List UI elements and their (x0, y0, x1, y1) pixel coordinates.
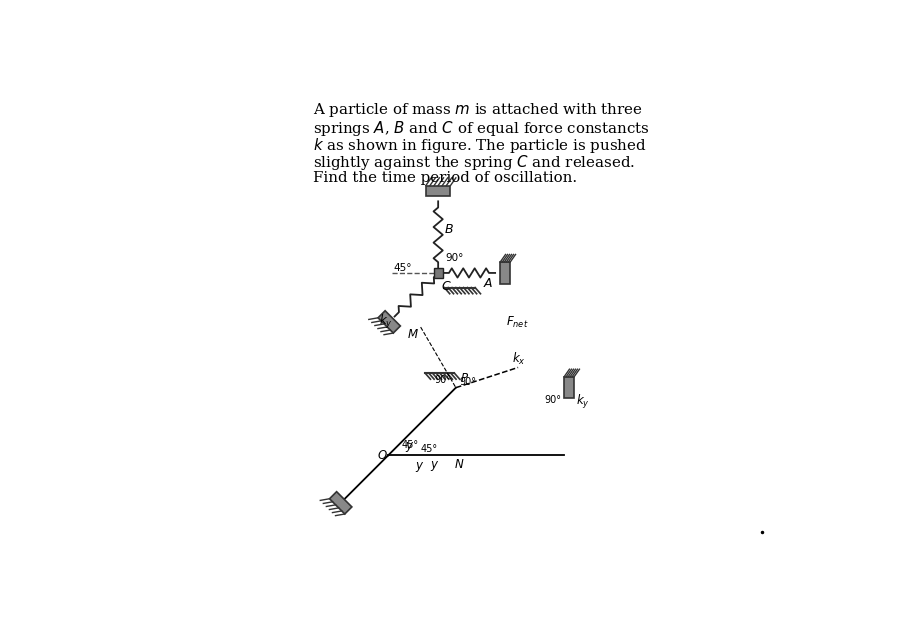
Text: 90°: 90° (435, 375, 451, 385)
Text: $k_y$: $k_y$ (576, 392, 590, 411)
Text: 90°: 90° (544, 395, 562, 405)
Text: springs $A$, $B$ and $C$ of equal force constancts: springs $A$, $B$ and $C$ of equal force … (313, 119, 650, 137)
Polygon shape (378, 311, 400, 333)
Text: 90°: 90° (459, 376, 476, 387)
Polygon shape (426, 186, 451, 196)
Text: $y$: $y$ (405, 440, 414, 454)
Text: $y$: $y$ (430, 459, 440, 473)
Text: $P$: $P$ (461, 371, 470, 384)
Text: $k_x$: $k_x$ (512, 351, 526, 367)
Text: $A$: $A$ (482, 277, 493, 290)
Text: $O$: $O$ (377, 449, 388, 462)
Polygon shape (500, 262, 510, 284)
Text: Find the time period of oscillation.: Find the time period of oscillation. (313, 170, 578, 184)
Text: slightly against the spring $C$ and released.: slightly against the spring $C$ and rele… (313, 154, 635, 172)
Text: $k$ as shown in figure. The particle is pushed: $k$ as shown in figure. The particle is … (313, 136, 647, 155)
Polygon shape (329, 491, 352, 514)
Text: $N$: $N$ (454, 457, 464, 471)
Text: 45°: 45° (420, 444, 437, 454)
Text: 45°: 45° (393, 262, 412, 272)
Text: $B$: $B$ (445, 223, 455, 236)
Text: A particle of mass $m$ is attached with three: A particle of mass $m$ is attached with … (313, 102, 643, 119)
Text: 45°: 45° (402, 439, 419, 450)
Text: $k_y$: $k_y$ (379, 313, 392, 331)
Text: 90°: 90° (446, 253, 464, 262)
Text: $M$: $M$ (407, 328, 418, 341)
Text: $C$: $C$ (441, 280, 452, 293)
Text: $y$: $y$ (415, 461, 425, 474)
Bar (434, 268, 443, 277)
Polygon shape (564, 377, 574, 399)
Text: $F_{net}$: $F_{net}$ (507, 314, 529, 329)
